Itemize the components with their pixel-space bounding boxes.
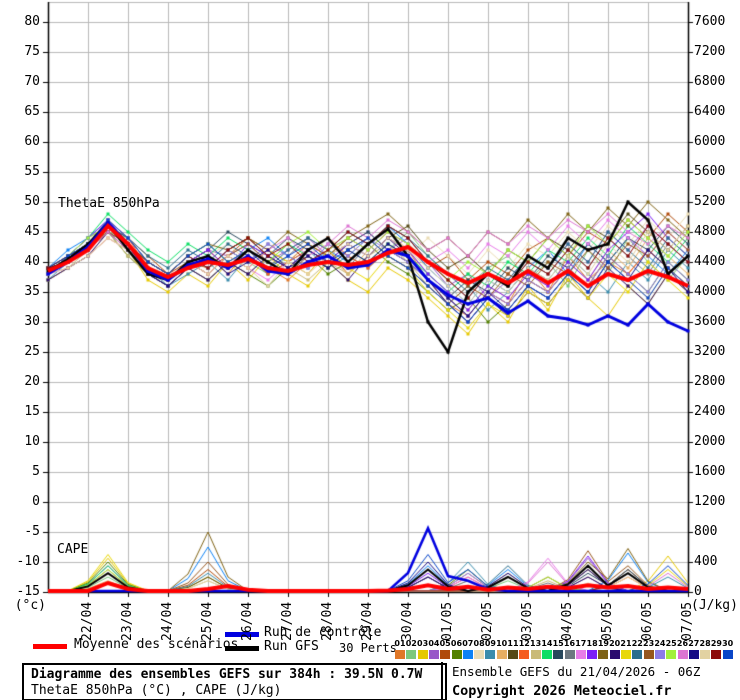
chart-subtitle: ThetaE 850hPa (°C) , CAPE (J/kg) <box>31 683 282 698</box>
copyright: Copyright 2026 Meteociel.fr <box>452 683 672 699</box>
chart-title: Diagramme des ensembles GEFS sur 384h : … <box>31 667 423 682</box>
run-info: Ensemble GEFS du 21/04/2026 - 06Z <box>452 664 701 679</box>
run-info-box: Ensemble GEFS du 21/04/2026 - 06Z Copyri… <box>441 662 740 700</box>
chart-title-box: Diagramme des ensembles GEFS sur 384h : … <box>22 663 447 700</box>
